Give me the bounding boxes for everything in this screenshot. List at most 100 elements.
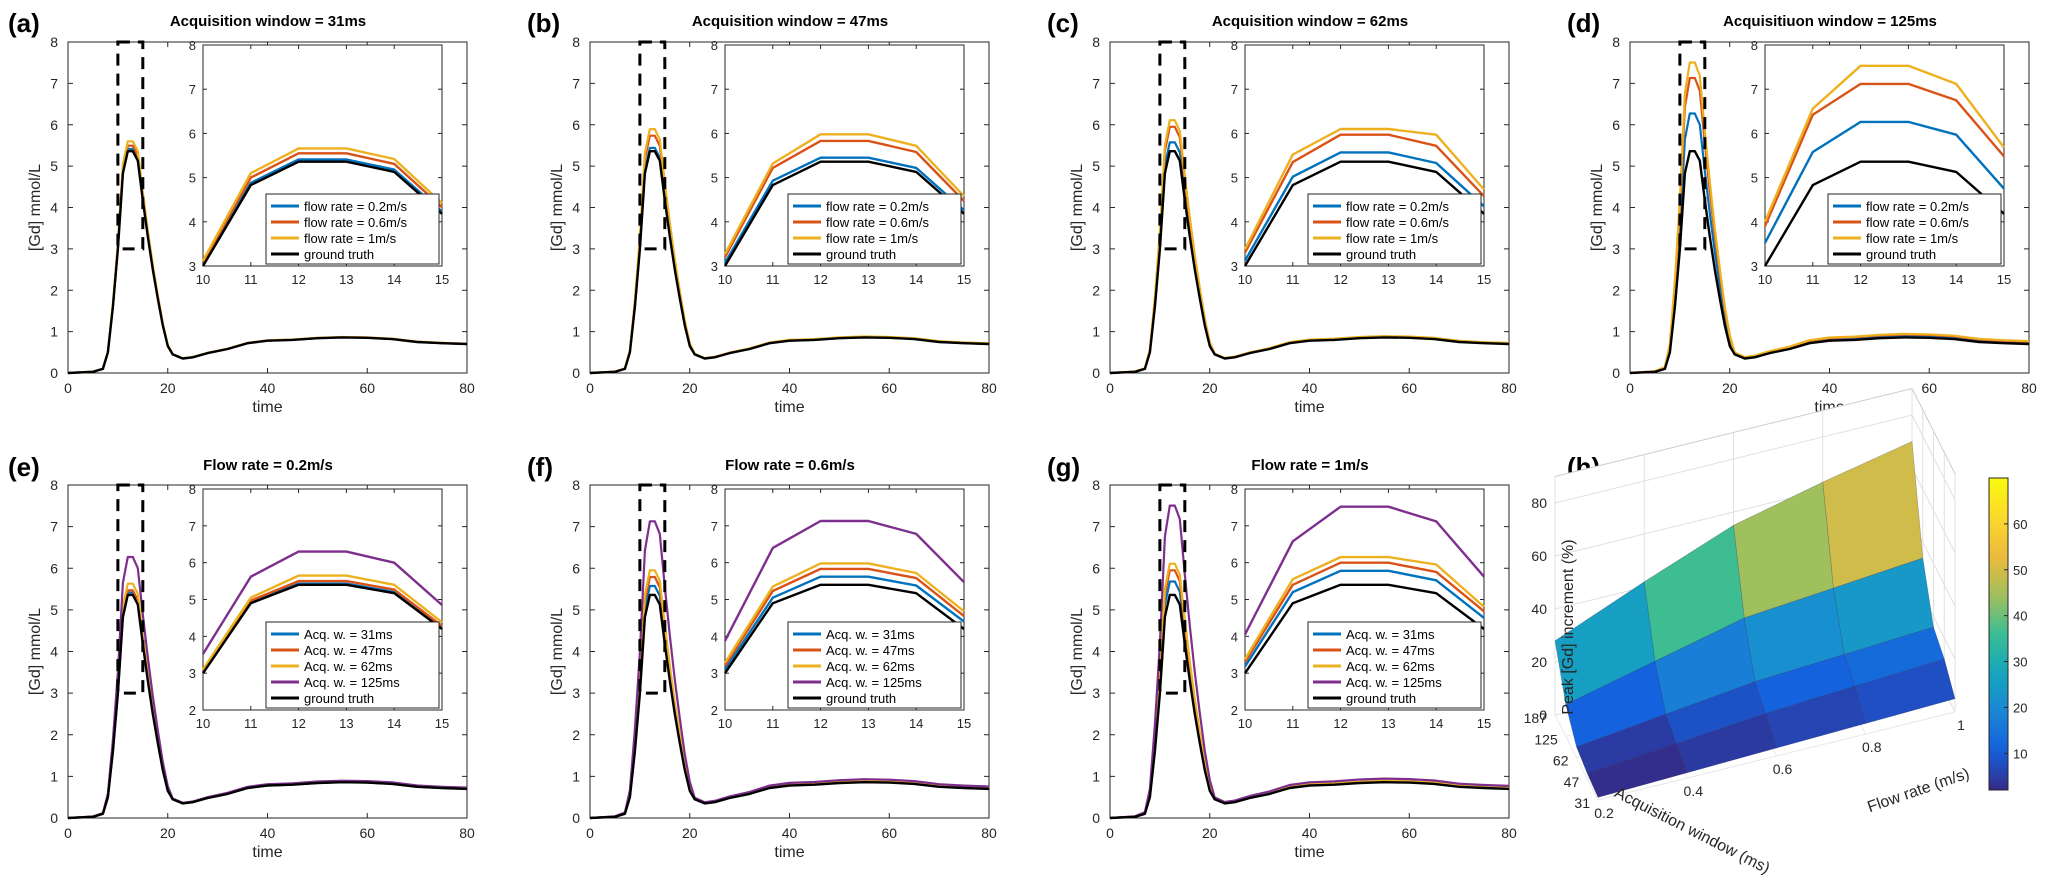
inset-x-tick-label: 15 bbox=[957, 272, 971, 287]
y-tick-label: 2 bbox=[572, 282, 580, 298]
window-tick-label: 125 bbox=[1534, 731, 1558, 747]
panel-title: Flow rate = 1m/s bbox=[1251, 457, 1368, 474]
legend-entry: Acq. w. = 125ms bbox=[1346, 675, 1442, 690]
legend-entry: Acq. w. = 62ms bbox=[1346, 659, 1435, 674]
inset-x-tick-label: 12 bbox=[813, 716, 827, 731]
inset-y-tick-label: 4 bbox=[1231, 215, 1238, 230]
flow-rate-tick-label: 0.4 bbox=[1684, 783, 1704, 799]
y-tick-label: 3 bbox=[572, 241, 580, 257]
inset-y-tick-label: 8 bbox=[189, 38, 196, 53]
inset-x-tick-label: 11 bbox=[766, 716, 780, 731]
x-tick-label: 40 bbox=[260, 380, 276, 396]
inset-x-tick-label: 14 bbox=[909, 272, 923, 287]
inset-y-tick-label: 4 bbox=[1751, 215, 1758, 230]
inset-y-tick-label: 2 bbox=[1231, 703, 1238, 718]
legend-entry: Acq. w. = 31ms bbox=[1346, 627, 1435, 642]
inset-y-tick-label: 6 bbox=[711, 126, 718, 141]
colorbar: 10 20 30 40 50 60 bbox=[1988, 477, 2027, 791]
x-tick-label: 60 bbox=[359, 380, 375, 396]
x-tick-label: 80 bbox=[459, 380, 475, 396]
x-tick-label: 0 bbox=[64, 825, 72, 841]
inset-series-line bbox=[202, 579, 443, 672]
y-tick-label: 8 bbox=[572, 34, 580, 50]
legend-entry: flow rate = 0.2m/s bbox=[1866, 199, 1969, 214]
y-tick-label: 8 bbox=[1092, 477, 1100, 493]
y-tick-label: 2 bbox=[50, 727, 58, 743]
inset-y-tick-label: 3 bbox=[1231, 666, 1238, 681]
inset-y-tick-label: 5 bbox=[711, 593, 718, 608]
colorbar-tick-label: 40 bbox=[2013, 609, 2027, 624]
x-tick-label: 80 bbox=[981, 825, 997, 841]
inset-series-line bbox=[202, 583, 443, 674]
inset-x-tick-label: 13 bbox=[1381, 716, 1395, 731]
x-tick-label: 80 bbox=[2021, 380, 2037, 396]
y-tick-label: 0 bbox=[1092, 810, 1100, 826]
inset-series-line bbox=[1243, 561, 1485, 663]
y-tick-label: 0 bbox=[572, 810, 580, 826]
inset-y-tick-label: 6 bbox=[189, 126, 196, 141]
x-tick-label: 20 bbox=[1202, 380, 1218, 396]
y-tick-label: 2 bbox=[50, 282, 58, 298]
y-tick-label: 6 bbox=[572, 117, 580, 133]
inset-x-tick-label: 10 bbox=[1758, 272, 1772, 287]
inset-y-tick-label: 7 bbox=[711, 519, 718, 534]
inset-y-tick-label: 3 bbox=[1751, 259, 1758, 274]
legend-entry: ground truth bbox=[1346, 247, 1416, 262]
inset-x-tick-label: 10 bbox=[196, 716, 210, 731]
panel-letter: (b) bbox=[527, 8, 560, 38]
y-tick-label: 6 bbox=[50, 117, 58, 133]
x-tick-label: 20 bbox=[1722, 380, 1738, 396]
y-tick-label: 6 bbox=[1092, 117, 1100, 133]
panel-letter: (d) bbox=[1567, 8, 1600, 38]
inset-series-line bbox=[1243, 569, 1485, 668]
y-tick-label: 5 bbox=[50, 602, 58, 618]
legend-entry: ground truth bbox=[1346, 691, 1416, 706]
inset-y-tick-label: 4 bbox=[189, 215, 196, 230]
y-tick-label: 8 bbox=[1612, 34, 1620, 50]
y-tick-label: 1 bbox=[1092, 768, 1100, 784]
floor-grid bbox=[1597, 711, 1956, 801]
flow-rate-tick-label: 0.6 bbox=[1773, 761, 1793, 777]
inset-x-tick-label: 14 bbox=[387, 716, 401, 731]
y-tick-label: 4 bbox=[1092, 200, 1100, 216]
panel-letter: (a) bbox=[8, 8, 40, 38]
inset-series-line bbox=[1763, 82, 2005, 227]
panel-letter: (f) bbox=[527, 452, 553, 482]
x-tick-label: 20 bbox=[682, 825, 698, 841]
inset-x-tick-label: 12 bbox=[291, 272, 305, 287]
y-tick-label: 1 bbox=[572, 324, 580, 340]
panel-title: Acquisition window = 47ms bbox=[692, 13, 888, 30]
panel-title: Flow rate = 0.6m/s bbox=[725, 457, 855, 474]
inset-x-tick-label: 11 bbox=[1286, 272, 1300, 287]
x-axis-label: time bbox=[774, 844, 804, 861]
inset-x-tick-label: 14 bbox=[1429, 716, 1443, 731]
x-tick-label: 20 bbox=[160, 825, 176, 841]
inset-y-tick-label: 4 bbox=[1231, 629, 1238, 644]
inset-series-line bbox=[1763, 120, 2005, 244]
legend-entry: flow rate = 0.2m/s bbox=[826, 199, 929, 214]
y-tick-label: 7 bbox=[1612, 75, 1620, 91]
legend-entry: ground truth bbox=[304, 247, 374, 262]
inset-x-tick-label: 15 bbox=[1477, 272, 1491, 287]
inset-series-line bbox=[1243, 505, 1485, 636]
legend-entry: flow rate = 1m/s bbox=[1866, 231, 1959, 246]
legend-entry: ground truth bbox=[1866, 247, 1936, 262]
inset-y-tick-label: 7 bbox=[711, 82, 718, 97]
inset-series-line bbox=[201, 152, 443, 264]
x-tick-label: 40 bbox=[1302, 380, 1318, 396]
y-tick-label: 5 bbox=[572, 158, 580, 174]
x-tick-label: 60 bbox=[1401, 380, 1417, 396]
inset-series-line bbox=[723, 562, 965, 664]
inset-x-tick-label: 14 bbox=[1429, 272, 1443, 287]
inset-y-tick-label: 6 bbox=[711, 556, 718, 571]
y-axis-label: [Gd] mmol/L bbox=[1589, 164, 1606, 251]
